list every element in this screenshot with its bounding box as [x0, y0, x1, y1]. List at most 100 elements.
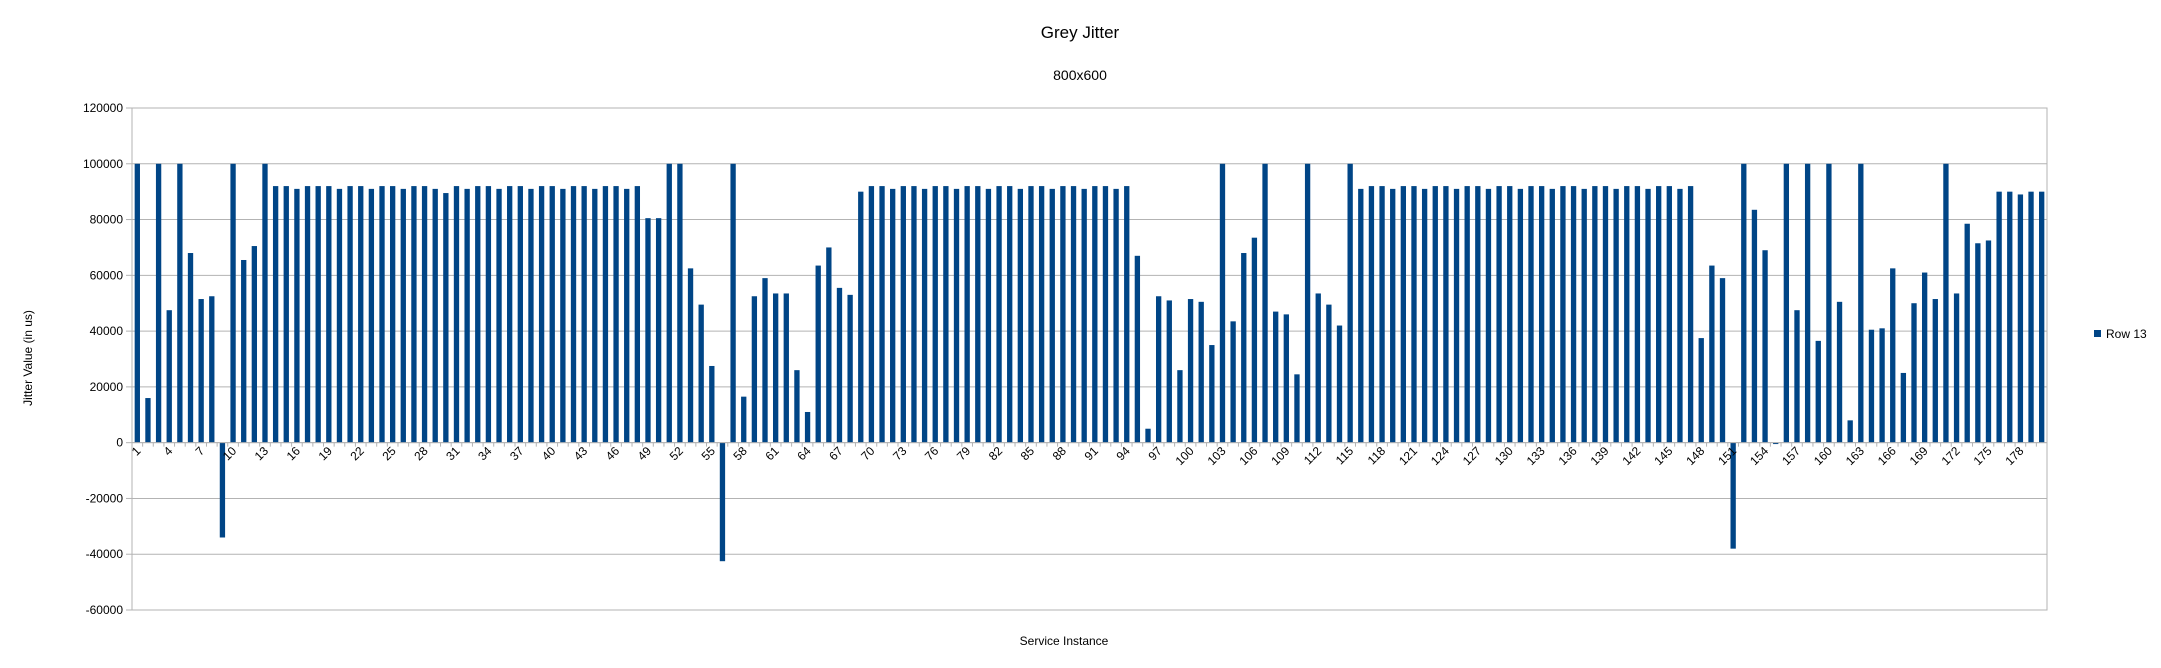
bar: [219, 442, 226, 538]
bar: [507, 186, 513, 443]
bar: [815, 265, 821, 443]
bar: [1262, 163, 1268, 443]
bar: [826, 247, 832, 443]
bar: [1251, 237, 1258, 443]
bar: [1709, 265, 1715, 443]
bar: [1496, 186, 1502, 443]
bar: [411, 186, 417, 443]
bar: [1145, 428, 1151, 443]
bar: [294, 188, 300, 443]
bar: [666, 163, 672, 443]
bar: [719, 442, 726, 562]
bar: [475, 186, 481, 443]
bar: [1028, 186, 1034, 443]
bar: [709, 365, 715, 443]
bar: [932, 186, 938, 443]
bar: [1719, 278, 1726, 443]
bar: [358, 186, 364, 443]
x-tick-label: 97: [1145, 444, 1165, 464]
x-tick-label: 61: [762, 444, 782, 464]
bar: [1368, 186, 1375, 443]
bar: [1485, 188, 1492, 443]
bar: [1868, 329, 1875, 443]
x-tick-label: 136: [1556, 444, 1580, 468]
bar: [1890, 268, 1896, 443]
bar: [2007, 191, 2013, 443]
bar: [1581, 188, 1587, 443]
x-tick-label: 151: [1715, 444, 1739, 468]
bar: [1315, 293, 1321, 443]
bar: [1347, 163, 1353, 443]
bar: [762, 278, 768, 443]
bar: [1209, 345, 1215, 443]
bar: [1453, 188, 1460, 443]
bar: [1911, 303, 1917, 443]
bar: [570, 186, 577, 443]
bar: [1060, 186, 1066, 443]
bar: [602, 186, 609, 443]
x-axis-title: Service Instance: [1020, 634, 1109, 648]
x-tick-label: 139: [1588, 444, 1612, 468]
x-tick-label: 64: [794, 444, 814, 464]
x-tick-label: 16: [284, 444, 304, 464]
x-tick-label: 88: [1050, 444, 1070, 464]
bar: [304, 186, 311, 443]
bar: [134, 163, 140, 443]
bar: [1996, 191, 2002, 443]
bar: [868, 186, 875, 443]
bar: [996, 186, 1002, 443]
bar: [634, 186, 641, 443]
bar: [241, 259, 247, 443]
legend-label: Row 13: [2106, 327, 2147, 341]
bar: [379, 186, 385, 443]
bar: [1698, 338, 1704, 443]
x-tick-label: 49: [635, 444, 655, 464]
chart-title: Grey Jitter: [1041, 23, 1120, 42]
bar: [985, 188, 992, 443]
bar: [687, 268, 694, 443]
bar: [1102, 186, 1109, 443]
x-tick-label: 127: [1460, 444, 1484, 468]
x-tick-label: 175: [1971, 444, 1995, 468]
bar: [624, 188, 630, 443]
bar: [1858, 163, 1864, 443]
bar: [1358, 188, 1364, 443]
bar: [1507, 186, 1513, 443]
x-tick-label: 40: [539, 444, 559, 464]
bar: [1953, 293, 1960, 443]
bar: [1900, 372, 1907, 443]
bar: [1943, 163, 1949, 443]
bar: [804, 411, 811, 443]
bar: [1443, 186, 1449, 443]
x-tick-label: 34: [475, 444, 495, 464]
x-tick-label: 25: [379, 444, 399, 464]
bar: [772, 293, 779, 443]
y-tick-label: 120000: [83, 101, 123, 115]
x-tick-label: 13: [252, 444, 272, 464]
bar: [464, 188, 470, 443]
bar: [485, 186, 492, 443]
bar: [1304, 163, 1311, 443]
x-tick-label: 76: [922, 444, 942, 464]
bar: [2039, 191, 2045, 443]
bar: [1730, 442, 1736, 549]
bar: [1932, 299, 1938, 443]
bar: [900, 186, 906, 443]
x-tick-label: 106: [1236, 444, 1260, 468]
bar: [730, 163, 736, 443]
bar: [2017, 194, 2024, 443]
y-tick-label: 40000: [90, 324, 124, 338]
bar: [1198, 301, 1204, 443]
bar: [187, 253, 194, 443]
bar: [283, 186, 289, 443]
bar: [879, 186, 885, 443]
x-tick-label: 79: [954, 444, 974, 464]
bar: [432, 188, 438, 443]
x-tick-label: 94: [1114, 444, 1134, 464]
bar: [251, 246, 258, 443]
bar: [1751, 209, 1758, 443]
x-tick-label: 118: [1365, 444, 1389, 468]
bar: [443, 193, 449, 443]
bar: [538, 186, 545, 443]
y-tick-label: -60000: [86, 603, 124, 617]
